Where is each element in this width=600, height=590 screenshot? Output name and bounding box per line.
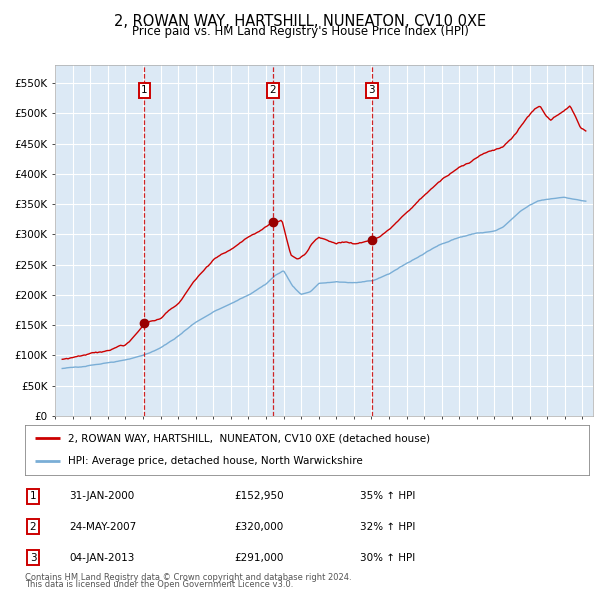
Text: 1: 1 xyxy=(29,491,37,501)
Text: 2, ROWAN WAY, HARTSHILL,  NUNEATON, CV10 0XE (detached house): 2, ROWAN WAY, HARTSHILL, NUNEATON, CV10 … xyxy=(67,433,430,443)
Text: HPI: Average price, detached house, North Warwickshire: HPI: Average price, detached house, Nort… xyxy=(67,457,362,467)
Text: £320,000: £320,000 xyxy=(234,522,283,532)
Text: 30% ↑ HPI: 30% ↑ HPI xyxy=(360,553,415,562)
Text: This data is licensed under the Open Government Licence v3.0.: This data is licensed under the Open Gov… xyxy=(25,579,293,589)
Text: 24-MAY-2007: 24-MAY-2007 xyxy=(69,522,136,532)
Text: 2, ROWAN WAY, HARTSHILL, NUNEATON, CV10 0XE: 2, ROWAN WAY, HARTSHILL, NUNEATON, CV10 … xyxy=(114,14,486,30)
Text: 2: 2 xyxy=(29,522,37,532)
Text: 04-JAN-2013: 04-JAN-2013 xyxy=(69,553,134,562)
Text: 2: 2 xyxy=(269,86,276,96)
Text: 3: 3 xyxy=(29,553,37,562)
Text: 31-JAN-2000: 31-JAN-2000 xyxy=(69,491,134,501)
Text: 32% ↑ HPI: 32% ↑ HPI xyxy=(360,522,415,532)
Text: Contains HM Land Registry data © Crown copyright and database right 2024.: Contains HM Land Registry data © Crown c… xyxy=(25,572,352,582)
Text: £291,000: £291,000 xyxy=(234,553,283,562)
Text: Price paid vs. HM Land Registry's House Price Index (HPI): Price paid vs. HM Land Registry's House … xyxy=(131,25,469,38)
Text: 35% ↑ HPI: 35% ↑ HPI xyxy=(360,491,415,501)
Text: 1: 1 xyxy=(141,86,148,96)
Text: 3: 3 xyxy=(368,86,375,96)
Text: £152,950: £152,950 xyxy=(234,491,284,501)
